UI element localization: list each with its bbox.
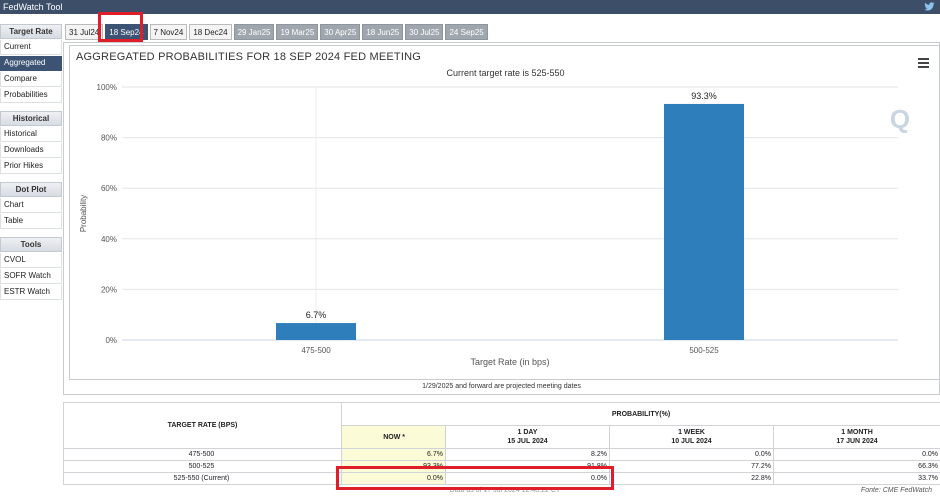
- col-now-label: NOW *: [383, 433, 405, 441]
- meeting-tabs: 31 Jul24 18 Sep24 7 Nov24 18 Dec24 29 Ja…: [65, 24, 490, 40]
- tab-24-sep25[interactable]: 24 Sep25: [445, 24, 488, 40]
- sidebar-item-cvol[interactable]: CVOL: [0, 253, 62, 268]
- sidebar-heading-target-rate: Target Rate: [0, 24, 62, 39]
- bar-value-label: 93.3%: [691, 91, 717, 101]
- col-1-day: 1 DAY 15 JUL 2024: [445, 425, 610, 449]
- y-tick-label: 40%: [101, 235, 117, 244]
- tab-7-nov24[interactable]: 7 Nov24: [149, 24, 188, 40]
- chart-container: AGGREGATED PROBABILITIES FOR 18 SEP 2024…: [69, 45, 940, 380]
- row-rate: 500-525: [63, 460, 342, 473]
- y-tick-label: 100%: [97, 83, 117, 92]
- table-row: 525-550 (Current) 0.0% 0.0% 22.8% 33.7%: [63, 472, 940, 485]
- sidebar-item-downloads[interactable]: Downloads: [0, 143, 62, 158]
- sidebar-item-historical[interactable]: Historical: [0, 127, 62, 142]
- tab-18-jun25[interactable]: 18 Jun25: [362, 24, 404, 40]
- col-1-month-label: 1 MONTH: [841, 429, 873, 436]
- chart-subtitle: Current target rate is 525-550: [446, 68, 565, 78]
- row-day-value: 0.0%: [445, 472, 610, 485]
- projected-dates-note: 1/29/2025 and forward are projected meet…: [422, 383, 581, 390]
- sidebar-item-estr-watch[interactable]: ESTR Watch: [0, 285, 62, 300]
- tab-18-dec24[interactable]: 18 Dec24: [189, 24, 232, 40]
- source-credit: Fonte: CME FedWatch: [860, 487, 932, 494]
- table-row: 500-525 93.3% 91.8% 77.2% 66.3%: [63, 460, 940, 473]
- probability-header: PROBABILITY(%): [340, 402, 940, 426]
- sidebar-item-probabilities[interactable]: Probabilities: [0, 88, 62, 103]
- row-rate: 475-500: [63, 448, 342, 461]
- tab-19-mar25[interactable]: 19 Mar25: [276, 24, 319, 40]
- sidebar: Target Rate Current Aggregated Compare P…: [0, 18, 62, 300]
- row-day-value: 8.2%: [445, 448, 610, 461]
- row-rate: 525-550 (Current): [63, 472, 342, 485]
- row-now-value: 93.3%: [341, 460, 446, 473]
- col-now: NOW *: [341, 425, 446, 449]
- row-day-value: 91.8%: [445, 460, 610, 473]
- tab-29-jan25[interactable]: 29 Jan25: [233, 24, 275, 40]
- tab-30-apr25[interactable]: 30 Apr25: [320, 24, 361, 40]
- sidebar-item-sofr-watch[interactable]: SOFR Watch: [0, 269, 62, 284]
- tab-31-jul24[interactable]: 31 Jul24: [65, 24, 104, 40]
- sidebar-item-chart[interactable]: Chart: [0, 198, 62, 213]
- col-1-day-date: 15 JUL 2024: [507, 438, 548, 445]
- watermark-logo: Q: [890, 104, 910, 134]
- row-now-value: 6.7%: [341, 448, 446, 461]
- bar-value-label: 6.7%: [306, 310, 327, 320]
- app-title: FedWatch Tool: [3, 2, 63, 12]
- col-1-week-date: 10 JUL 2024: [671, 438, 712, 445]
- sidebar-heading-tools: Tools: [0, 237, 62, 252]
- sidebar-item-compare[interactable]: Compare: [0, 72, 62, 87]
- title-bar: FedWatch Tool: [0, 0, 940, 14]
- tab-30-jul25[interactable]: 30 Jul25: [405, 24, 444, 40]
- col-1-month: 1 MONTH 17 JUN 2024: [772, 425, 940, 449]
- table-row: 475-500 6.7% 8.2% 0.0% 0.0%: [63, 448, 940, 461]
- data-as-of: * Data as of 17 Jul 2024 12:48:22 CT: [445, 487, 561, 494]
- row-month-value: 33.7%: [772, 472, 940, 485]
- row-week-value: 77.2%: [609, 460, 774, 473]
- probability-table: TARGET RATE (BPS) PROBABILITY(%) NOW * 1…: [63, 402, 940, 497]
- sidebar-heading-dot-plot: Dot Plot: [0, 182, 62, 197]
- sidebar-item-prior-hikes[interactable]: Prior Hikes: [0, 159, 62, 174]
- col-1-month-date: 17 JUN 2024: [836, 438, 878, 445]
- bar-475-500: [276, 323, 356, 340]
- target-rate-header: TARGET RATE (BPS): [63, 402, 342, 449]
- x-axis-label: Target Rate (in bps): [470, 357, 549, 367]
- hamburger-menu-icon[interactable]: [918, 58, 929, 68]
- twitter-icon[interactable]: [924, 1, 935, 12]
- y-tick-label: 60%: [101, 184, 117, 193]
- row-week-value: 0.0%: [609, 448, 774, 461]
- y-axis-label: Probability: [79, 195, 88, 232]
- sidebar-item-current[interactable]: Current: [0, 40, 62, 55]
- y-tick-label: 20%: [101, 285, 117, 294]
- col-1-day-label: 1 DAY: [517, 429, 538, 436]
- row-week-value: 22.8%: [609, 472, 774, 485]
- col-1-week-label: 1 WEEK: [678, 429, 705, 436]
- x-tick-label: 500-525: [689, 346, 719, 355]
- bar-chart: 0% 20% 40% 60% 80% 100% 6.7% 475-500 93.3% 500-52…: [79, 83, 910, 367]
- y-tick-label: 0%: [105, 336, 117, 345]
- tab-18-sep24[interactable]: 18 Sep24: [105, 24, 148, 40]
- y-tick-label: 80%: [101, 134, 117, 143]
- col-1-week: 1 WEEK 10 JUL 2024: [609, 425, 774, 449]
- sidebar-heading-historical: Historical: [0, 111, 62, 126]
- chart-title: AGGREGATED PROBABILITIES FOR 18 SEP 2024…: [76, 51, 421, 63]
- x-tick-label: 475-500: [301, 346, 331, 355]
- sidebar-item-table[interactable]: Table: [0, 214, 62, 229]
- row-month-value: 0.0%: [772, 448, 940, 461]
- row-month-value: 66.3%: [772, 460, 940, 473]
- sidebar-item-aggregated[interactable]: Aggregated: [0, 56, 62, 71]
- bar-500-525: [664, 103, 744, 340]
- row-now-value: 0.0%: [341, 472, 446, 485]
